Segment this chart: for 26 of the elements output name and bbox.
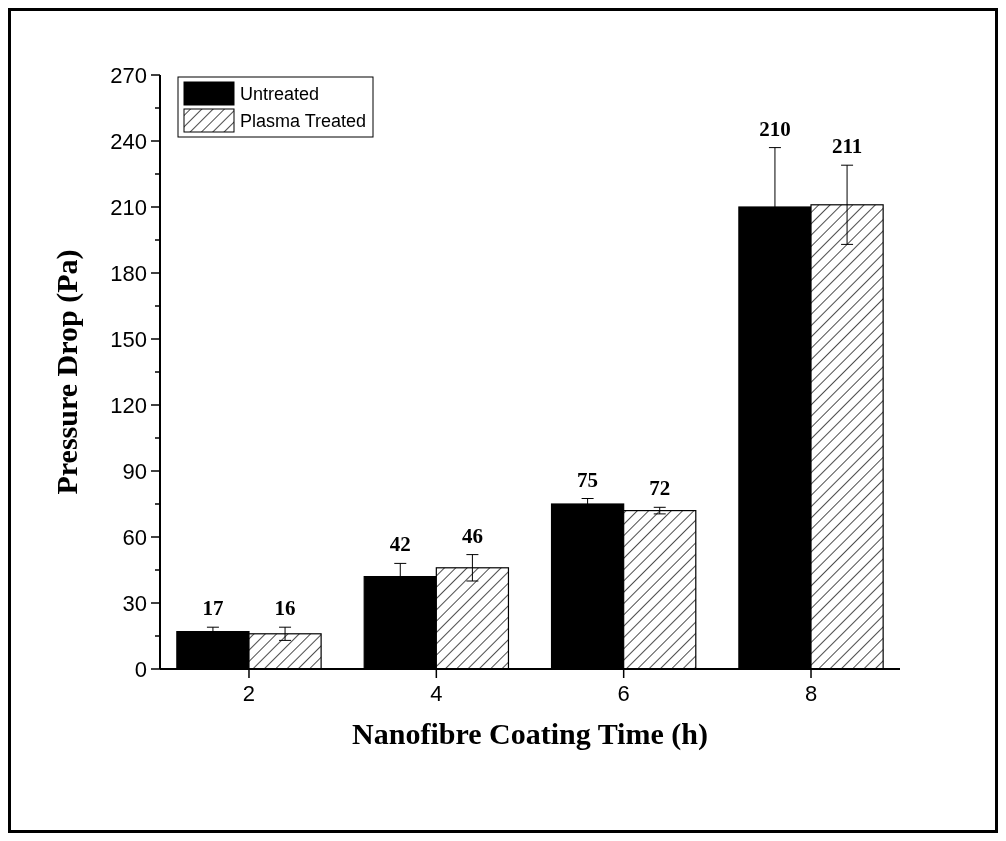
y-axis-title: Pressure Drop (Pa) <box>50 249 84 495</box>
data-label: 211 <box>831 134 863 159</box>
x-tick-label: 6 <box>617 681 630 706</box>
data-label: 16 <box>274 596 296 621</box>
x-axis-title: Nanofibre Coating Time (h) <box>352 717 708 751</box>
y-tick-label: 90 <box>122 458 147 484</box>
y-tick-label: 270 <box>110 62 147 88</box>
data-label: 46 <box>461 523 483 548</box>
y-tick-label: 210 <box>110 194 147 220</box>
y-tick-label: 240 <box>110 128 147 154</box>
data-label: 210 <box>759 116 791 141</box>
data-label: 72 <box>649 476 671 501</box>
y-tick-label: 150 <box>110 326 147 352</box>
x-tick-label: 4 <box>430 681 443 706</box>
y-tick-label: 30 <box>122 590 147 616</box>
data-label: 42 <box>389 532 411 557</box>
legend-label: Untreated <box>240 84 320 105</box>
y-tick-label: 60 <box>122 524 147 550</box>
y-tick-label: 0 <box>134 656 147 682</box>
legend-label: Plasma Treated <box>240 111 367 132</box>
data-label: 75 <box>577 467 599 492</box>
data-label: 17 <box>202 596 224 621</box>
y-tick-label: 180 <box>110 260 147 286</box>
x-tick-label: 8 <box>804 681 818 706</box>
y-tick-label: 120 <box>110 392 147 418</box>
x-tick-label: 2 <box>242 681 256 706</box>
